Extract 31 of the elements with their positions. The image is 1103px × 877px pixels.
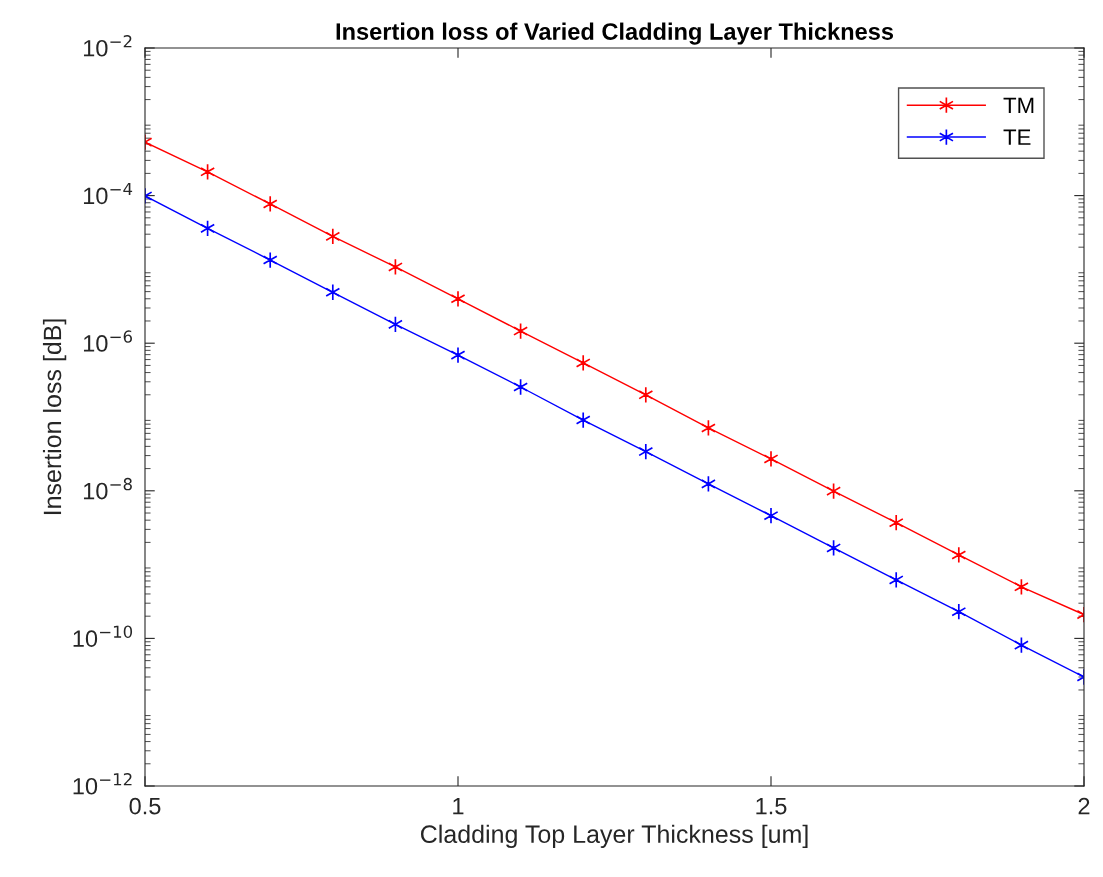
point (575, 411, 591, 429)
point (951, 546, 967, 564)
point (888, 571, 904, 589)
point (763, 507, 779, 525)
x-tick-label: 1 (453, 797, 464, 815)
y-tick-label: 10$^{−8}$ (83, 477, 132, 500)
legend-label: TM (1003, 97, 1034, 113)
x-tick-label: 2 (1078, 797, 1090, 815)
point (638, 443, 654, 461)
y-tick-label: 10$^{−2}$ (83, 35, 132, 57)
y-axis-title: Insertion loss [dB] (42, 319, 67, 515)
point (450, 290, 466, 308)
x-axis-title: Cladding Top Layer Thickness [um] (420, 824, 808, 848)
x-tick-label: 1.5 (756, 797, 787, 815)
point (450, 346, 466, 364)
y-tick-label: 10$^{−12}$ (73, 773, 132, 795)
chart-title: Insertion loss of Varied Cladding Layer Thickness (336, 22, 894, 45)
point (638, 386, 654, 404)
point (325, 227, 341, 245)
y-tick-label: 10$^{−10}$ (73, 625, 133, 648)
point (951, 603, 967, 621)
x-tick-label: 0.5 (129, 797, 161, 815)
legend-label: TE (1003, 129, 1031, 145)
point (325, 283, 341, 301)
point (262, 251, 278, 269)
point (262, 195, 278, 213)
point (763, 450, 779, 468)
y-tick-label: 10$^{−4}$ (83, 182, 133, 205)
y-tick-label: 10$^{−6}$ (83, 330, 132, 352)
point (888, 514, 904, 532)
point (575, 354, 591, 372)
